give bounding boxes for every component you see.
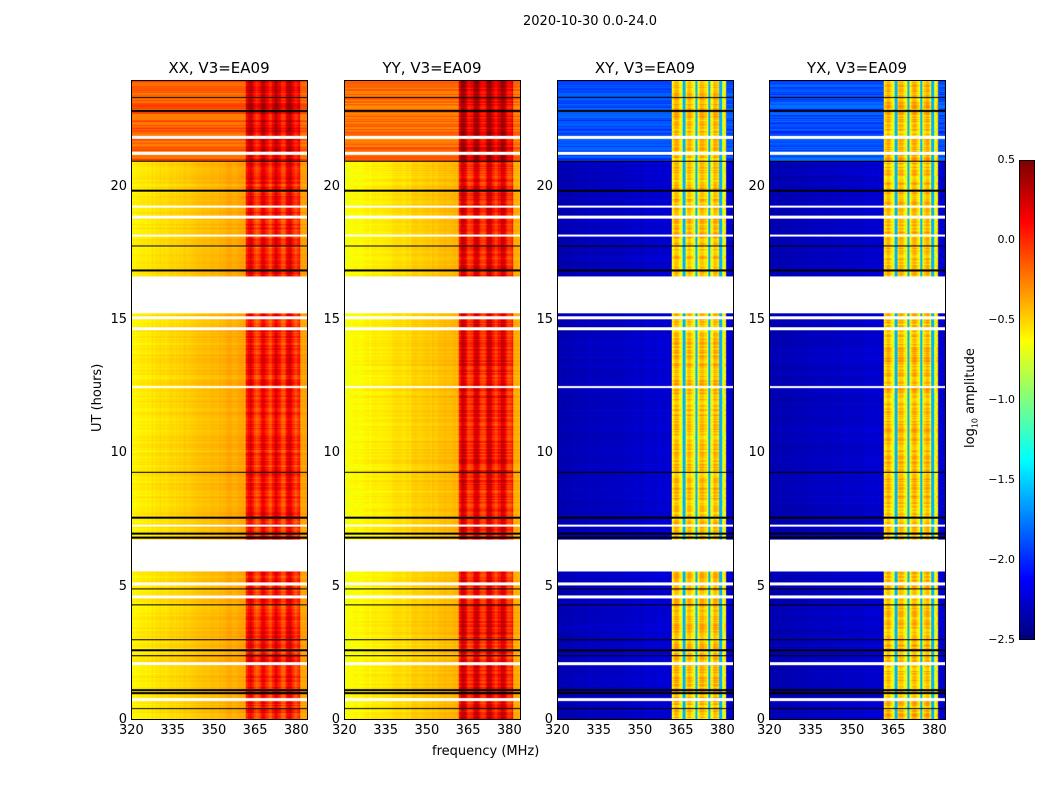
x-tick-label: 365 (668, 723, 694, 738)
x-tick-label: 320 (757, 723, 782, 738)
panel-title: YX, V3=EA09 (806, 59, 908, 77)
x-tick-label: 335 (160, 723, 186, 738)
x-tick-label: 320 (332, 723, 357, 738)
colorbar (1019, 160, 1035, 640)
y-tick-label: 5 (331, 578, 340, 594)
y-tick-label: 15 (536, 312, 553, 327)
panel-title: YY, V3=EA09 (382, 59, 482, 77)
colorbar-tick-label: 0.5 (997, 153, 1016, 166)
y-tick-label: 0 (756, 712, 765, 727)
y-tick-label: 15 (110, 312, 127, 327)
x-tick-label: 320 (545, 723, 570, 738)
y-tick-label: 5 (756, 578, 765, 594)
y-tick-label: 10 (110, 445, 127, 461)
y-tick-label: 0 (118, 712, 127, 727)
y-tick-label: 0 (544, 712, 553, 727)
y-tick-label: 10 (323, 445, 340, 461)
panel-title: XY, V3=EA09 (594, 59, 696, 77)
colorbar-label: log10 amplitude (963, 348, 980, 448)
heatmap-panel-1 (131, 80, 308, 720)
x-tick-label: 365 (880, 723, 906, 738)
y-tick-label: 5 (544, 578, 553, 594)
x-tick-label: 335 (798, 723, 824, 738)
x-axis-label: frequency (MHz) (432, 744, 540, 759)
colorbar-tick-label: 0.0 (997, 233, 1016, 246)
colorbar-tick-label: −2.0 (988, 553, 1015, 566)
colorbar-tick-label: −1.5 (988, 473, 1015, 486)
x-tick-label: 380 (921, 723, 947, 738)
y-tick-label: 20 (323, 178, 340, 194)
y-tick-label: 0 (331, 712, 340, 727)
x-tick-label: 335 (586, 723, 612, 738)
colorbar-tick-label: −0.5 (988, 313, 1015, 326)
heatmap-panel-4 (769, 80, 946, 720)
x-tick-label: 350 (201, 723, 227, 738)
colorbar-tick-label: −1.0 (988, 393, 1015, 406)
y-tick-label: 15 (748, 312, 765, 327)
x-tick-label: 365 (242, 723, 268, 738)
y-tick-label: 20 (536, 178, 553, 194)
x-tick-label: 335 (373, 723, 399, 738)
heatmap-image (345, 81, 520, 719)
x-tick-label: 380 (496, 723, 522, 738)
x-tick-label: 365 (455, 723, 481, 738)
heatmap-panel-3 (557, 80, 734, 720)
y-axis-label: UT (hours) (90, 363, 105, 432)
y-tick-label: 5 (118, 578, 127, 594)
y-tick-label: 10 (748, 445, 765, 461)
heatmap-image (770, 81, 945, 719)
heatmap-image (132, 81, 307, 719)
x-tick-label: 350 (627, 723, 653, 738)
x-tick-label: 380 (283, 723, 309, 738)
x-tick-label: 320 (119, 723, 144, 738)
colorbar-tick-label: −2.5 (988, 633, 1015, 646)
y-tick-label: 10 (536, 445, 553, 461)
y-tick-label: 20 (748, 178, 765, 194)
panel-title: XX, V3=EA09 (168, 59, 270, 77)
x-tick-label: 350 (839, 723, 865, 738)
y-tick-label: 15 (323, 312, 340, 327)
heatmap-panel-2 (344, 80, 521, 720)
heatmap-image (558, 81, 733, 719)
x-tick-label: 350 (414, 723, 440, 738)
x-tick-label: 380 (709, 723, 735, 738)
y-tick-label: 20 (110, 178, 127, 194)
figure-title: 2020-10-30 0.0-24.0 (523, 14, 657, 29)
